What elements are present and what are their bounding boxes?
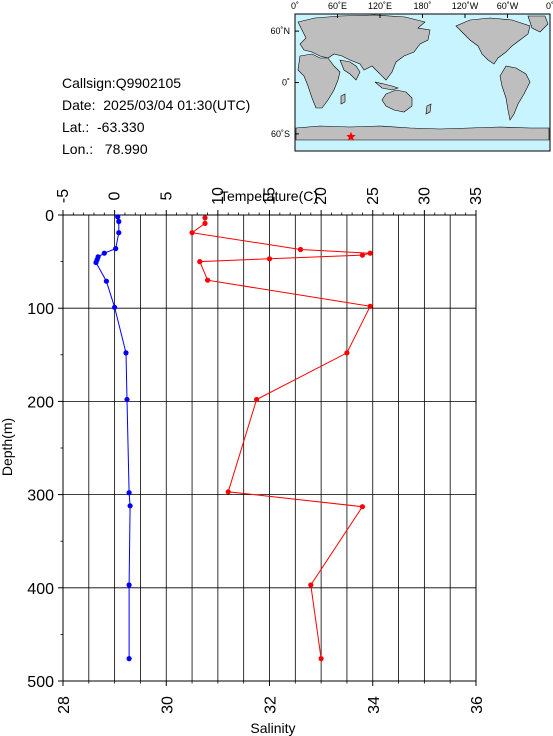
salinity-point bbox=[297, 246, 304, 253]
salinity-point bbox=[367, 250, 373, 256]
map-ticks: 0˚ 60˚E 120˚E 180˚ 120˚W 60˚W 0˚ 60˚N 0˚ 60˚S bbox=[270, 1, 553, 139]
salinity-point bbox=[359, 252, 365, 258]
salinity-point bbox=[189, 230, 195, 236]
top-axis-tick-label: 20 bbox=[313, 187, 330, 205]
map-lon-tick: 0˚ bbox=[546, 1, 553, 11]
temperature-point bbox=[116, 218, 122, 225]
land-india bbox=[339, 59, 361, 81]
salinity-point bbox=[344, 350, 350, 356]
top-axis-tick-label: 25 bbox=[365, 187, 382, 205]
land-australia bbox=[381, 89, 413, 113]
map-land bbox=[295, 14, 550, 141]
temperature-point bbox=[93, 259, 99, 266]
map-lat-tick: 0˚ bbox=[282, 78, 290, 88]
land-new-zealand bbox=[425, 103, 432, 115]
bottom-axis-tick-label: 28 bbox=[56, 696, 73, 714]
temperature-point bbox=[126, 582, 132, 588]
map-lon-tick: 120˚E bbox=[368, 1, 392, 11]
land-antarctica bbox=[295, 125, 550, 141]
temperature-point bbox=[113, 246, 119, 252]
y-axis-label: Depth(m) bbox=[0, 418, 15, 476]
salinity-point bbox=[202, 220, 208, 226]
temperature-line bbox=[95, 216, 131, 659]
bottom-axis-tick-label: 30 bbox=[159, 696, 176, 714]
temperature-point bbox=[127, 503, 133, 509]
salinity-line bbox=[190, 217, 371, 659]
salinity-point bbox=[197, 259, 203, 265]
salinity-point bbox=[318, 656, 324, 662]
land-eurasia bbox=[297, 14, 431, 81]
top-axis-tick-label: 15 bbox=[262, 187, 279, 205]
lat-text: Lat.: -63.330 bbox=[62, 119, 145, 135]
temperature-point bbox=[126, 656, 132, 662]
chart-grid bbox=[62, 215, 477, 681]
land-madagascar bbox=[340, 93, 346, 105]
salinity-point bbox=[359, 504, 365, 510]
salinity-point bbox=[308, 582, 314, 588]
top-axis-tick-label: -5 bbox=[55, 189, 72, 203]
station-info: Callsign:Q9902105 Date: 2025/03/04 01:30… bbox=[62, 72, 250, 160]
temperature-point bbox=[116, 230, 122, 236]
top-axis-label: Temperature(C) bbox=[220, 188, 318, 204]
bottom-axis-tick-label: 32 bbox=[263, 696, 280, 714]
temperature-point bbox=[112, 304, 118, 310]
temperature-point bbox=[126, 490, 132, 496]
salinity-point bbox=[205, 277, 211, 283]
date-text: Date: 2025/03/04 01:30(UTC) bbox=[62, 97, 251, 113]
salinity-point bbox=[225, 489, 231, 495]
station-marker-icon bbox=[346, 131, 356, 141]
y-axis-tick-label: 500 bbox=[27, 674, 54, 691]
top-axis-tick-label: 5 bbox=[158, 191, 175, 200]
callsign-text: Callsign:Q9902105 bbox=[62, 75, 182, 91]
land-north-america bbox=[455, 17, 531, 65]
top-axis-tick-label: 35 bbox=[468, 187, 485, 205]
bottom-axis-tick-label: 36 bbox=[469, 696, 486, 714]
land-africa bbox=[297, 53, 341, 109]
y-axis-tick-label: 400 bbox=[27, 581, 54, 598]
top-axis-tick-label: 30 bbox=[416, 187, 433, 205]
land-south-america bbox=[499, 65, 531, 121]
bottom-axis-tick-label: 34 bbox=[366, 696, 383, 714]
y-axis-tick-label: 0 bbox=[45, 208, 54, 225]
map-lon-tick: 0˚ bbox=[291, 1, 299, 11]
lon-text: Lon.: 78.990 bbox=[62, 141, 148, 157]
land-indonesia bbox=[374, 81, 399, 91]
map-frame: 0˚ 60˚E 120˚E 180˚ 120˚W 60˚W 0˚ 60˚N 0˚ 60˚S bbox=[270, 1, 553, 152]
map-lon-tick: 180˚ bbox=[413, 1, 431, 11]
land-greenland bbox=[527, 15, 549, 33]
y-axis-tick-label: 100 bbox=[27, 301, 54, 318]
salinity-point bbox=[254, 396, 260, 403]
top-axis-tick-label: 10 bbox=[210, 187, 227, 205]
series-layer bbox=[93, 214, 373, 662]
map-lon-tick: 120˚W bbox=[452, 1, 479, 11]
temperature-point bbox=[123, 350, 129, 356]
temperature-point bbox=[124, 396, 130, 403]
temperature-point bbox=[101, 250, 107, 256]
map-lat-tick: 60˚S bbox=[271, 129, 290, 139]
salinity-point bbox=[202, 215, 208, 221]
map-lat-tick: 60˚N bbox=[270, 26, 290, 36]
temperature-point bbox=[103, 278, 109, 284]
salinity-point bbox=[266, 256, 273, 262]
temperature-point bbox=[115, 214, 121, 220]
y-axis-tick-label: 200 bbox=[27, 394, 54, 411]
y-axis-tick-label: 300 bbox=[27, 488, 54, 505]
bottom-axis-label: Salinity bbox=[250, 720, 295, 736]
top-axis-tick-label: 0 bbox=[107, 191, 124, 200]
salinity-point bbox=[367, 303, 373, 309]
map-lon-tick: 60˚W bbox=[497, 1, 519, 11]
map-lon-tick: 60˚E bbox=[328, 1, 347, 11]
